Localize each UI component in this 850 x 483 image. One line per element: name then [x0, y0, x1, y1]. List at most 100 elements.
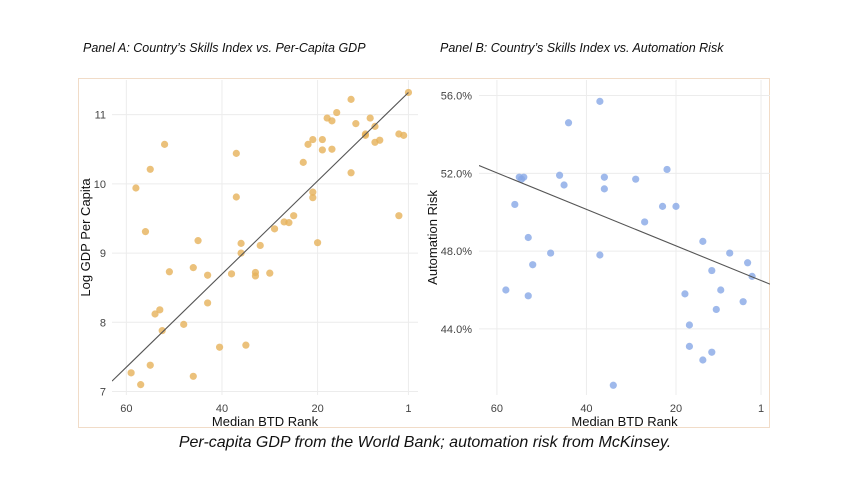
a-data-point	[313, 239, 322, 247]
a-data-point	[251, 268, 260, 277]
panel-a-title: Panel A: Country’s Skills Index vs. Per-…	[83, 41, 366, 55]
a-y-axis-label: Log GDP Per Capita	[78, 178, 93, 297]
a-x-tick-label: 60	[120, 403, 132, 415]
a-data-point	[158, 327, 166, 335]
a-data-point	[204, 271, 212, 279]
b-y-tick-label: 52.0%	[441, 168, 472, 180]
b-data-point	[685, 342, 694, 350]
a-data-point	[371, 122, 379, 130]
b-data-point	[641, 218, 649, 226]
a-data-point	[318, 146, 326, 154]
a-y-tick-label: 11	[95, 110, 106, 122]
b-data-point	[699, 237, 707, 245]
b-data-point	[529, 261, 537, 269]
b-x-tick-label: 40	[580, 403, 592, 415]
a-trend-line	[112, 92, 409, 382]
a-data-point	[309, 194, 317, 202]
a-y-tick-label: 10	[94, 179, 106, 191]
b-data-point	[609, 381, 617, 389]
a-data-point	[194, 237, 202, 245]
b-trend-line	[479, 165, 770, 285]
b-data-point	[600, 185, 608, 193]
b-data-point	[524, 292, 532, 300]
a-data-point	[146, 165, 154, 173]
a-data-point	[141, 228, 150, 236]
a-data-point	[304, 140, 312, 148]
b-data-point	[564, 119, 573, 127]
b-y-tick-label: 44.0%	[441, 324, 472, 336]
a-data-point	[237, 239, 245, 247]
b-data-point	[739, 298, 747, 306]
a-data-point	[328, 145, 336, 153]
panel-b-chart: 44.0% 48.0% 52.0% 56.0% 60 40 20 1 Median BTD Ra…	[425, 80, 770, 429]
a-data-point	[270, 225, 279, 233]
a-data-point	[132, 184, 140, 192]
a-data-point	[232, 149, 240, 157]
b-data-point	[502, 286, 510, 294]
a-data-point	[352, 120, 360, 128]
a-data-point	[156, 306, 164, 314]
b-data-point	[517, 175, 526, 183]
a-data-point	[165, 268, 173, 276]
b-y-tick-label: 56.0%	[441, 91, 472, 103]
a-data-point	[204, 299, 212, 307]
b-y-axis-label: Automation Risk	[425, 190, 440, 285]
a-data-point	[323, 114, 331, 122]
b-data-point	[560, 181, 568, 189]
a-data-point	[376, 136, 384, 144]
a-data-point	[395, 212, 403, 220]
a-y-tick-label: 7	[100, 387, 106, 399]
a-data-point	[285, 219, 293, 227]
a-data-point	[160, 140, 169, 148]
a-data-point	[400, 131, 408, 139]
b-data-point	[712, 305, 720, 314]
b-data-point	[632, 175, 640, 183]
b-data-point	[708, 266, 716, 275]
a-x-axis-label: Median BTD Rank	[212, 414, 319, 429]
a-data-point	[189, 372, 197, 380]
a-data-point	[299, 158, 307, 166]
b-data-point	[600, 173, 608, 181]
a-data-point	[237, 249, 245, 257]
a-x-tick-label: 40	[216, 403, 228, 415]
a-data-point	[215, 343, 224, 351]
b-data-point	[681, 290, 689, 298]
figure-frame	[78, 78, 770, 428]
a-data-point	[232, 193, 240, 201]
a-x-tick-label: 1	[405, 403, 411, 415]
a-data-point	[266, 269, 274, 277]
b-y-tick-label: 48.0%	[441, 246, 472, 258]
b-data-point	[699, 356, 707, 364]
a-data-point	[318, 135, 326, 144]
b-x-tick-label: 60	[491, 403, 503, 415]
b-data-point	[511, 200, 519, 209]
a-data-point	[242, 341, 250, 349]
a-x-tick-label: 20	[311, 403, 323, 415]
a-data-point	[127, 369, 135, 377]
b-x-axis-label: Median BTD Rank	[571, 414, 678, 429]
b-x-tick-label: 1	[758, 403, 764, 415]
a-data-point	[146, 361, 154, 369]
b-data-point	[663, 165, 671, 174]
a-data-point	[347, 169, 355, 177]
b-data-point	[658, 202, 667, 210]
b-data-point	[717, 286, 725, 294]
panel-a-chart: 7 8 9 10 11 60 40 20 1 Median BTD Rank Log GDP Per…	[78, 80, 418, 429]
a-data-point	[309, 135, 317, 144]
b-x-tick-label: 20	[670, 403, 682, 415]
b-data-point	[708, 348, 716, 356]
b-data-point	[555, 171, 564, 179]
a-data-point	[137, 381, 145, 389]
a-data-point	[309, 188, 317, 196]
a-data-point	[290, 212, 298, 220]
a-data-point	[333, 108, 341, 117]
a-data-point	[366, 114, 374, 122]
b-data-point	[547, 249, 555, 257]
b-data-point	[596, 251, 604, 259]
b-data-point	[672, 202, 680, 210]
b-data-point	[596, 97, 604, 105]
a-y-tick-label: 8	[100, 317, 106, 329]
b-data-point	[685, 321, 694, 329]
a-data-point	[227, 270, 236, 278]
